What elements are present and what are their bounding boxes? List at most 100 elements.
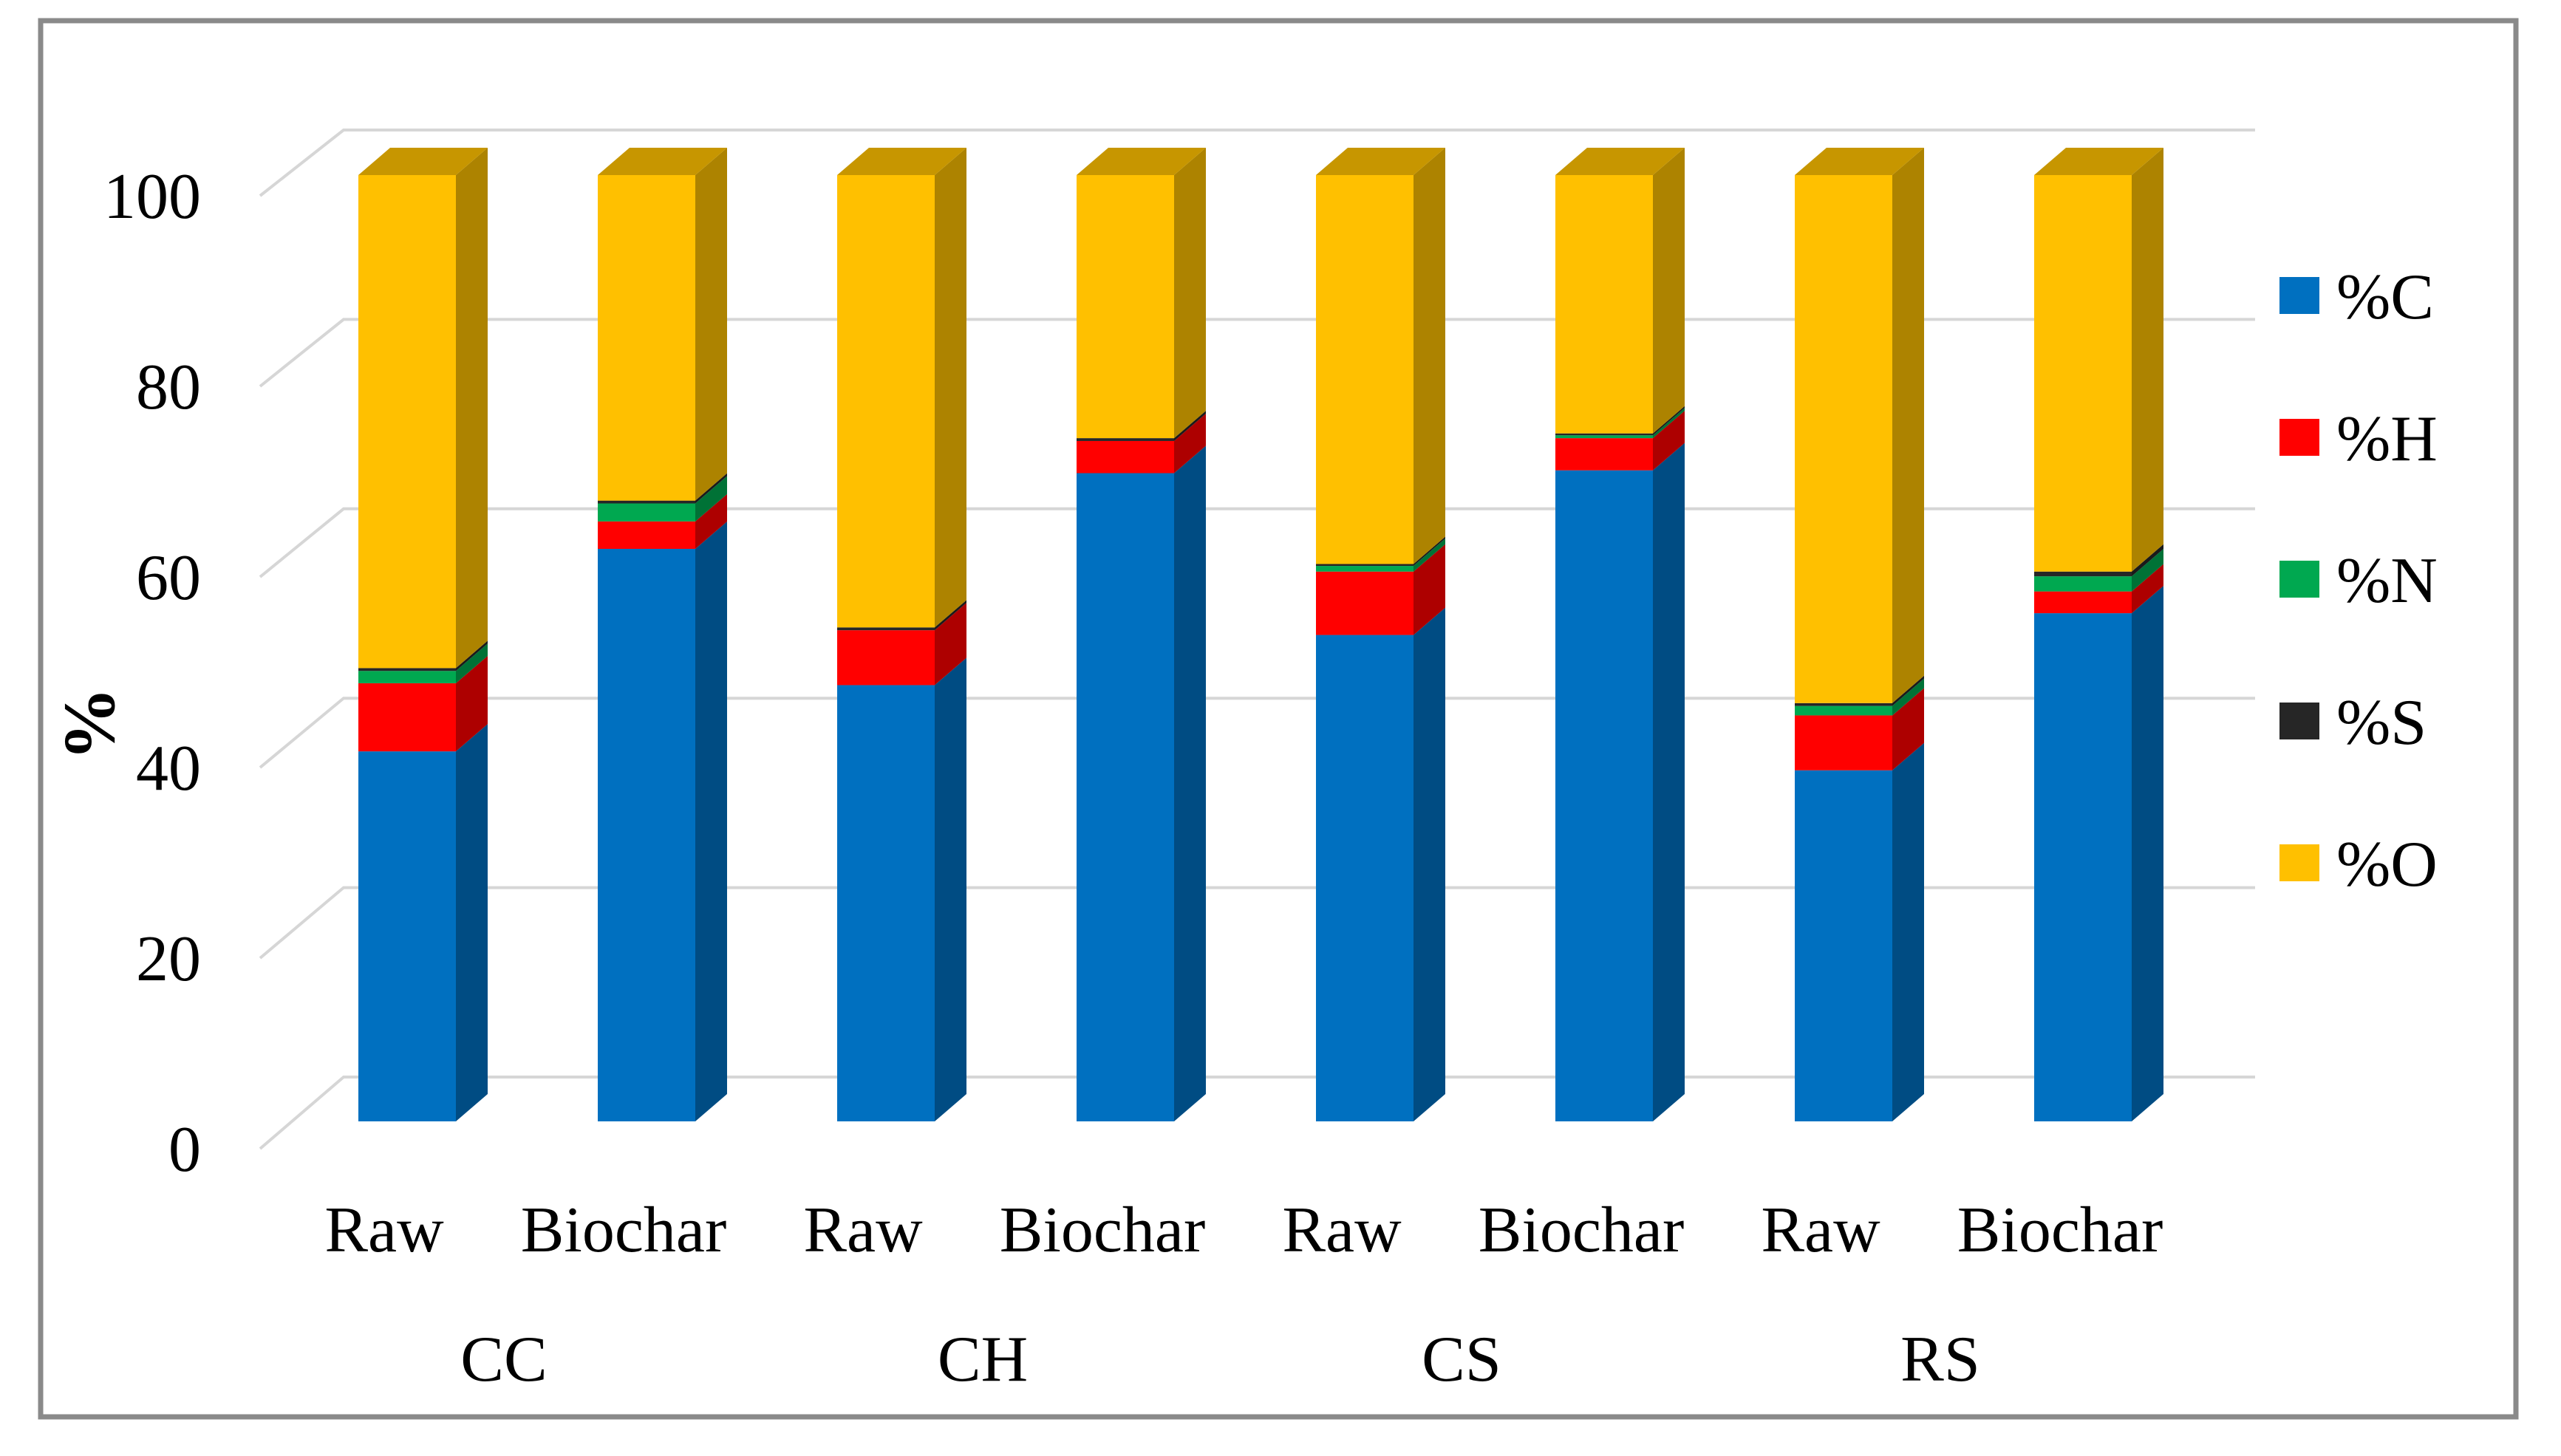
bar-segment-side — [1174, 413, 1206, 474]
bar-segment-top — [1555, 148, 1685, 175]
bar-segment-side — [1653, 406, 1685, 436]
bar-segment — [2034, 613, 2132, 1121]
legend-label: %N — [2336, 545, 2438, 617]
bar-segment-side — [2132, 564, 2163, 614]
bar-segment — [837, 175, 935, 628]
x-tick-label: Raw — [1282, 1194, 1402, 1266]
group-label: CH — [938, 1324, 1028, 1395]
bar-segment — [1077, 440, 1174, 474]
group-label: CS — [1422, 1324, 1501, 1395]
bar-segment — [1795, 715, 1892, 770]
bar-segment-top — [1795, 148, 1924, 175]
legend-label: %C — [2336, 262, 2434, 333]
x-tick-label: Biochar — [521, 1194, 727, 1266]
legend-label: %S — [2336, 687, 2427, 759]
bar-segment — [837, 627, 935, 631]
y-axis-title: % — [47, 687, 130, 761]
y-tick-label: 60 — [136, 542, 201, 614]
bar-segment — [837, 685, 935, 1121]
bar-segment — [1077, 175, 1174, 439]
legend-swatch — [2279, 277, 2319, 314]
y-tick-label: 40 — [136, 733, 201, 804]
legend-swatch — [2279, 844, 2319, 881]
legend-swatch — [2279, 561, 2319, 598]
bar-segment — [1316, 564, 1414, 567]
y-tick-label: 20 — [136, 923, 201, 995]
legend-label: %H — [2336, 403, 2438, 475]
group-label: CC — [460, 1324, 547, 1395]
legend-swatch — [2279, 419, 2319, 456]
bar-segment — [1316, 175, 1414, 564]
bar-segment-side — [1892, 742, 1924, 1121]
bar-segment — [1316, 571, 1414, 635]
bar-segment-top — [2034, 148, 2163, 175]
bar-segment-side — [935, 657, 966, 1121]
bar-segment-side — [695, 521, 727, 1121]
bar-segment-side — [2132, 586, 2163, 1121]
bar-segment — [598, 500, 695, 504]
bar-segment — [1077, 438, 1174, 441]
bar-segment-side — [1414, 607, 1445, 1121]
bar-segment-side — [695, 473, 727, 504]
bar-segment-side — [935, 603, 966, 686]
bar-segment-side — [1653, 411, 1685, 471]
bar-segment-side — [2132, 148, 2163, 572]
bar-segment-side — [1174, 411, 1206, 441]
bar-segment-side — [2132, 544, 2163, 577]
bar-segment-side — [1414, 544, 1445, 635]
bar-segment — [598, 175, 695, 501]
y-tick-label: 80 — [136, 352, 201, 423]
bar-segment-side — [1653, 148, 1685, 434]
bar-segment-side — [456, 724, 488, 1121]
bar-segment-side — [695, 493, 727, 549]
bar-segment-top — [837, 148, 966, 175]
bar-segment — [358, 751, 456, 1121]
bar-segment-side — [1174, 148, 1206, 439]
bar-segment — [1555, 433, 1653, 436]
bar-segment — [358, 671, 456, 683]
bar-segment — [1795, 703, 1892, 706]
bar-segment — [1555, 175, 1653, 434]
bar-segment — [1555, 438, 1653, 471]
bar-segment-side — [1892, 678, 1924, 716]
bar-segment — [1555, 435, 1653, 439]
bar-segment — [1795, 770, 1892, 1121]
bar-segment — [598, 548, 695, 1121]
gridline — [259, 129, 2255, 197]
bar-segment-top — [598, 148, 727, 175]
bar-segment-side — [1653, 408, 1685, 439]
bar-segment — [358, 175, 456, 669]
gridline — [259, 886, 2255, 960]
bar-segment-side — [695, 476, 727, 522]
legend-label: %O — [2336, 829, 2438, 900]
bar-segment — [2034, 576, 2132, 592]
bar-segment-side — [935, 600, 966, 631]
bar-segment — [2034, 175, 2132, 572]
bar-segment — [598, 521, 695, 549]
gridline — [259, 697, 2255, 769]
x-tick-label: Raw — [324, 1194, 444, 1266]
bar-segment-side — [456, 655, 488, 752]
bar-segment-side — [456, 643, 488, 683]
bar-segment-side — [1414, 148, 1445, 564]
x-tick-label: Raw — [803, 1194, 923, 1266]
bar-segment-side — [1414, 539, 1445, 572]
bar-segment — [358, 668, 456, 671]
bar-segment-top — [1316, 148, 1445, 175]
x-tick-label: Biochar — [1479, 1194, 1685, 1266]
x-tick-label: Biochar — [1000, 1194, 1206, 1266]
x-tick-label: Raw — [1761, 1194, 1880, 1266]
x-tick-label: Biochar — [1957, 1194, 2163, 1266]
bar-segment-side — [935, 148, 966, 628]
bar-segment — [1077, 473, 1174, 1121]
bar-segment — [2034, 571, 2132, 577]
bar-segment-side — [1892, 675, 1924, 706]
bar-segment-side — [695, 148, 727, 501]
bar-segment — [2034, 591, 2132, 614]
y-tick-label: 100 — [103, 161, 201, 233]
bar-segment-side — [1892, 688, 1924, 770]
bar-segment-side — [456, 640, 488, 671]
bar-segment-side — [1174, 445, 1206, 1121]
